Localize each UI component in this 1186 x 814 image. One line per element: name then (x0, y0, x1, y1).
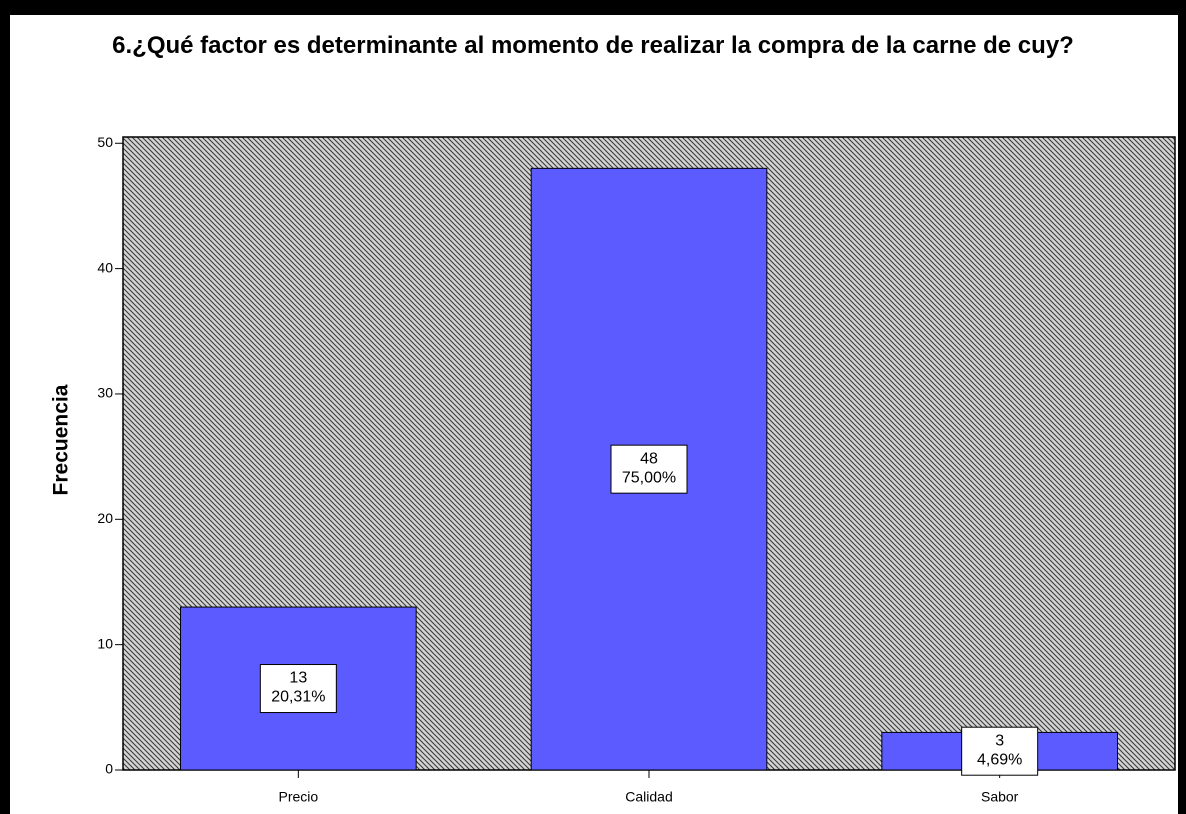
y-tick-label: 50 (97, 134, 113, 150)
data-label-percent: 4,69% (977, 751, 1022, 768)
data-label: 13 (289, 670, 307, 687)
data-label-percent: 75,00% (622, 469, 676, 486)
data-label-box (961, 726, 1039, 776)
data-label-box (259, 664, 337, 714)
y-tick-label: 40 (97, 259, 113, 275)
y-tick-label: 0 (105, 761, 113, 777)
x-tick-label: Precio (278, 789, 318, 805)
data-label: 3 (995, 732, 1004, 749)
data-label-box (610, 444, 688, 494)
x-tick-label: Sabor (981, 789, 1019, 805)
chart-title: 6.¿Qué factor es determinante al momento… (112, 32, 1074, 59)
data-label-percent: 20,31% (271, 689, 325, 706)
y-tick-label: 30 (97, 385, 113, 401)
x-tick-label: Calidad (625, 789, 672, 805)
data-label: 48 (640, 450, 658, 467)
y-tick-label: 10 (97, 635, 113, 651)
y-axis-label: Frecuencia (50, 384, 73, 495)
y-tick-label: 20 (97, 510, 113, 526)
